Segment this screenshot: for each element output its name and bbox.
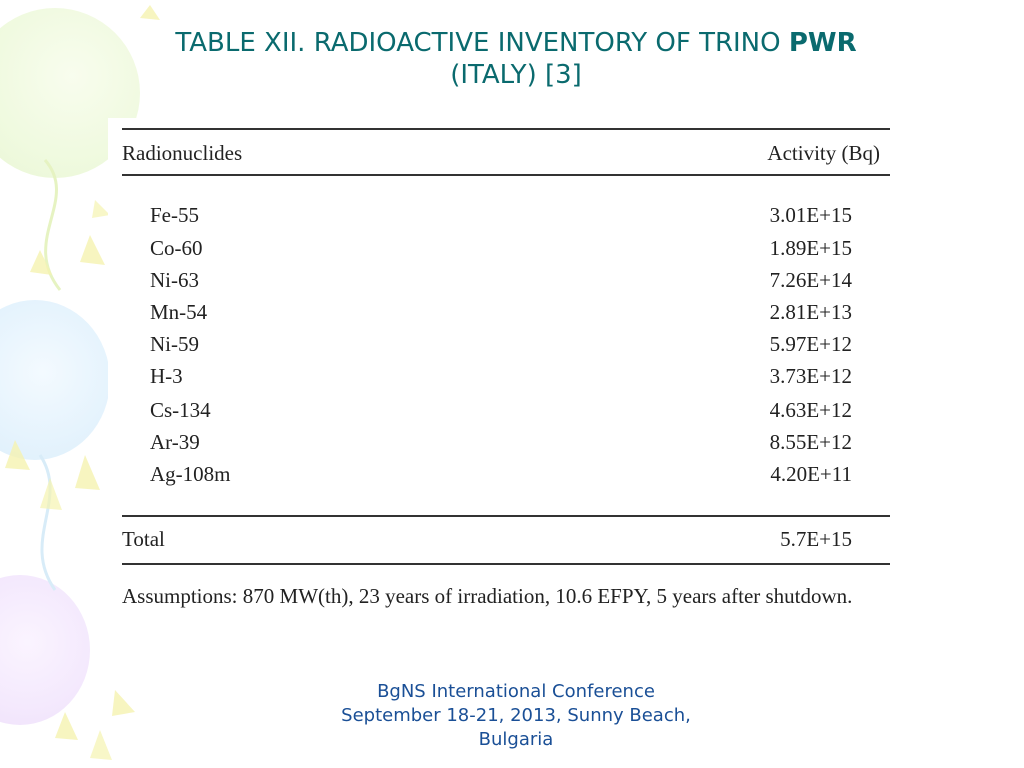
table-row-value: 8.55E+12: [769, 430, 852, 454]
table-row-name: Ni-59: [150, 332, 199, 356]
table-bottom-rule: [122, 563, 890, 565]
footer-line3: Bulgaria: [478, 729, 554, 750]
table-row-value: 1.89E+15: [769, 236, 852, 260]
table-row-value: 3.01E+15: [769, 203, 852, 227]
title-line1: TABLE XII. RADIOACTIVE INVENTORY OF TRIN…: [175, 28, 857, 58]
table-row-name: Fe-55: [150, 203, 199, 227]
footer-line1: BgNS International Conference: [377, 681, 655, 702]
table-row-value: 2.81E+13: [769, 300, 852, 324]
total-top-rule: [122, 515, 890, 517]
title-line2: (ITALY) [3]: [450, 60, 582, 90]
header-bottom-rule: [122, 174, 890, 176]
table-row-name: Ni-63: [150, 268, 199, 292]
table-row-value: 5.97E+12: [769, 332, 852, 356]
table-row-value: 7.26E+14: [769, 268, 852, 292]
table-row-value: 4.63E+12: [769, 398, 852, 422]
conference-footer: BgNS International Conference September …: [310, 680, 722, 752]
table-row-value: 4.20E+11: [770, 462, 852, 486]
header-activity: Activity (Bq): [767, 141, 880, 165]
table-row-name: Mn-54: [150, 300, 208, 324]
assumptions-note: Assumptions: 870 MW(th), 23 years of irr…: [122, 584, 853, 608]
footer-line2: September 18-21, 2013, Sunny Beach,: [341, 705, 691, 726]
total-label: Total: [122, 527, 165, 551]
table-row-name: Cs-134: [150, 398, 211, 422]
total-value: 5.7E+15: [780, 527, 852, 551]
header-radionuclides: Radionuclides: [122, 141, 243, 165]
balloon-strings-decoration: [5, 5, 160, 760]
table-row-name: Ag-108m: [150, 462, 231, 486]
table-row-name: Co-60: [150, 236, 203, 260]
table-row-name: H-3: [150, 364, 183, 388]
slide-title: TABLE XII. RADIOACTIVE INVENTORY OF TRIN…: [100, 27, 932, 91]
table-row-value: 3.73E+12: [769, 364, 852, 388]
table-image-background: [108, 118, 908, 648]
table-top-rule: [122, 128, 890, 130]
table-row-name: Ar-39: [150, 430, 200, 454]
